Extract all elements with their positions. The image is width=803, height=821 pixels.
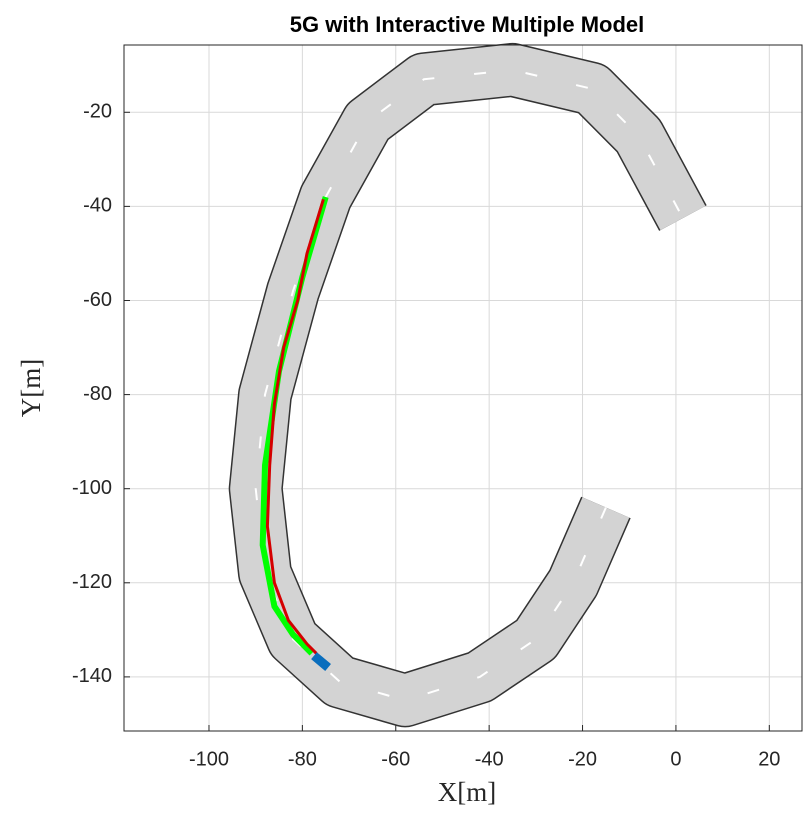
y-tick-label: -140 [72, 665, 112, 687]
x-tick-label: -60 [381, 748, 410, 770]
plot-area [124, 45, 802, 731]
x-tick-label: -20 [568, 748, 597, 770]
series-line [265, 198, 325, 655]
y-tick-label: -40 [83, 195, 112, 217]
x-tick-label: -40 [475, 748, 504, 770]
y-tick-label: -100 [72, 477, 112, 499]
x-tick-label: 0 [670, 748, 681, 770]
y-tick-label: -20 [83, 101, 112, 123]
x-tick-label: -100 [189, 748, 229, 770]
x-tick-label: -80 [288, 748, 317, 770]
y-axis-label: Y[m] [16, 359, 46, 417]
y-tick-label: -120 [72, 571, 112, 593]
axes-box [123, 44, 803, 732]
x-axis-label: X[m] [438, 777, 496, 807]
chart-title: 5G with Interactive Multiple Model [290, 12, 645, 37]
x-tick-label: 20 [758, 748, 780, 770]
lane-marking [254, 68, 684, 702]
series-line [311, 652, 331, 671]
y-tick-label: -80 [83, 383, 112, 405]
y-tick-label: -60 [83, 289, 112, 311]
